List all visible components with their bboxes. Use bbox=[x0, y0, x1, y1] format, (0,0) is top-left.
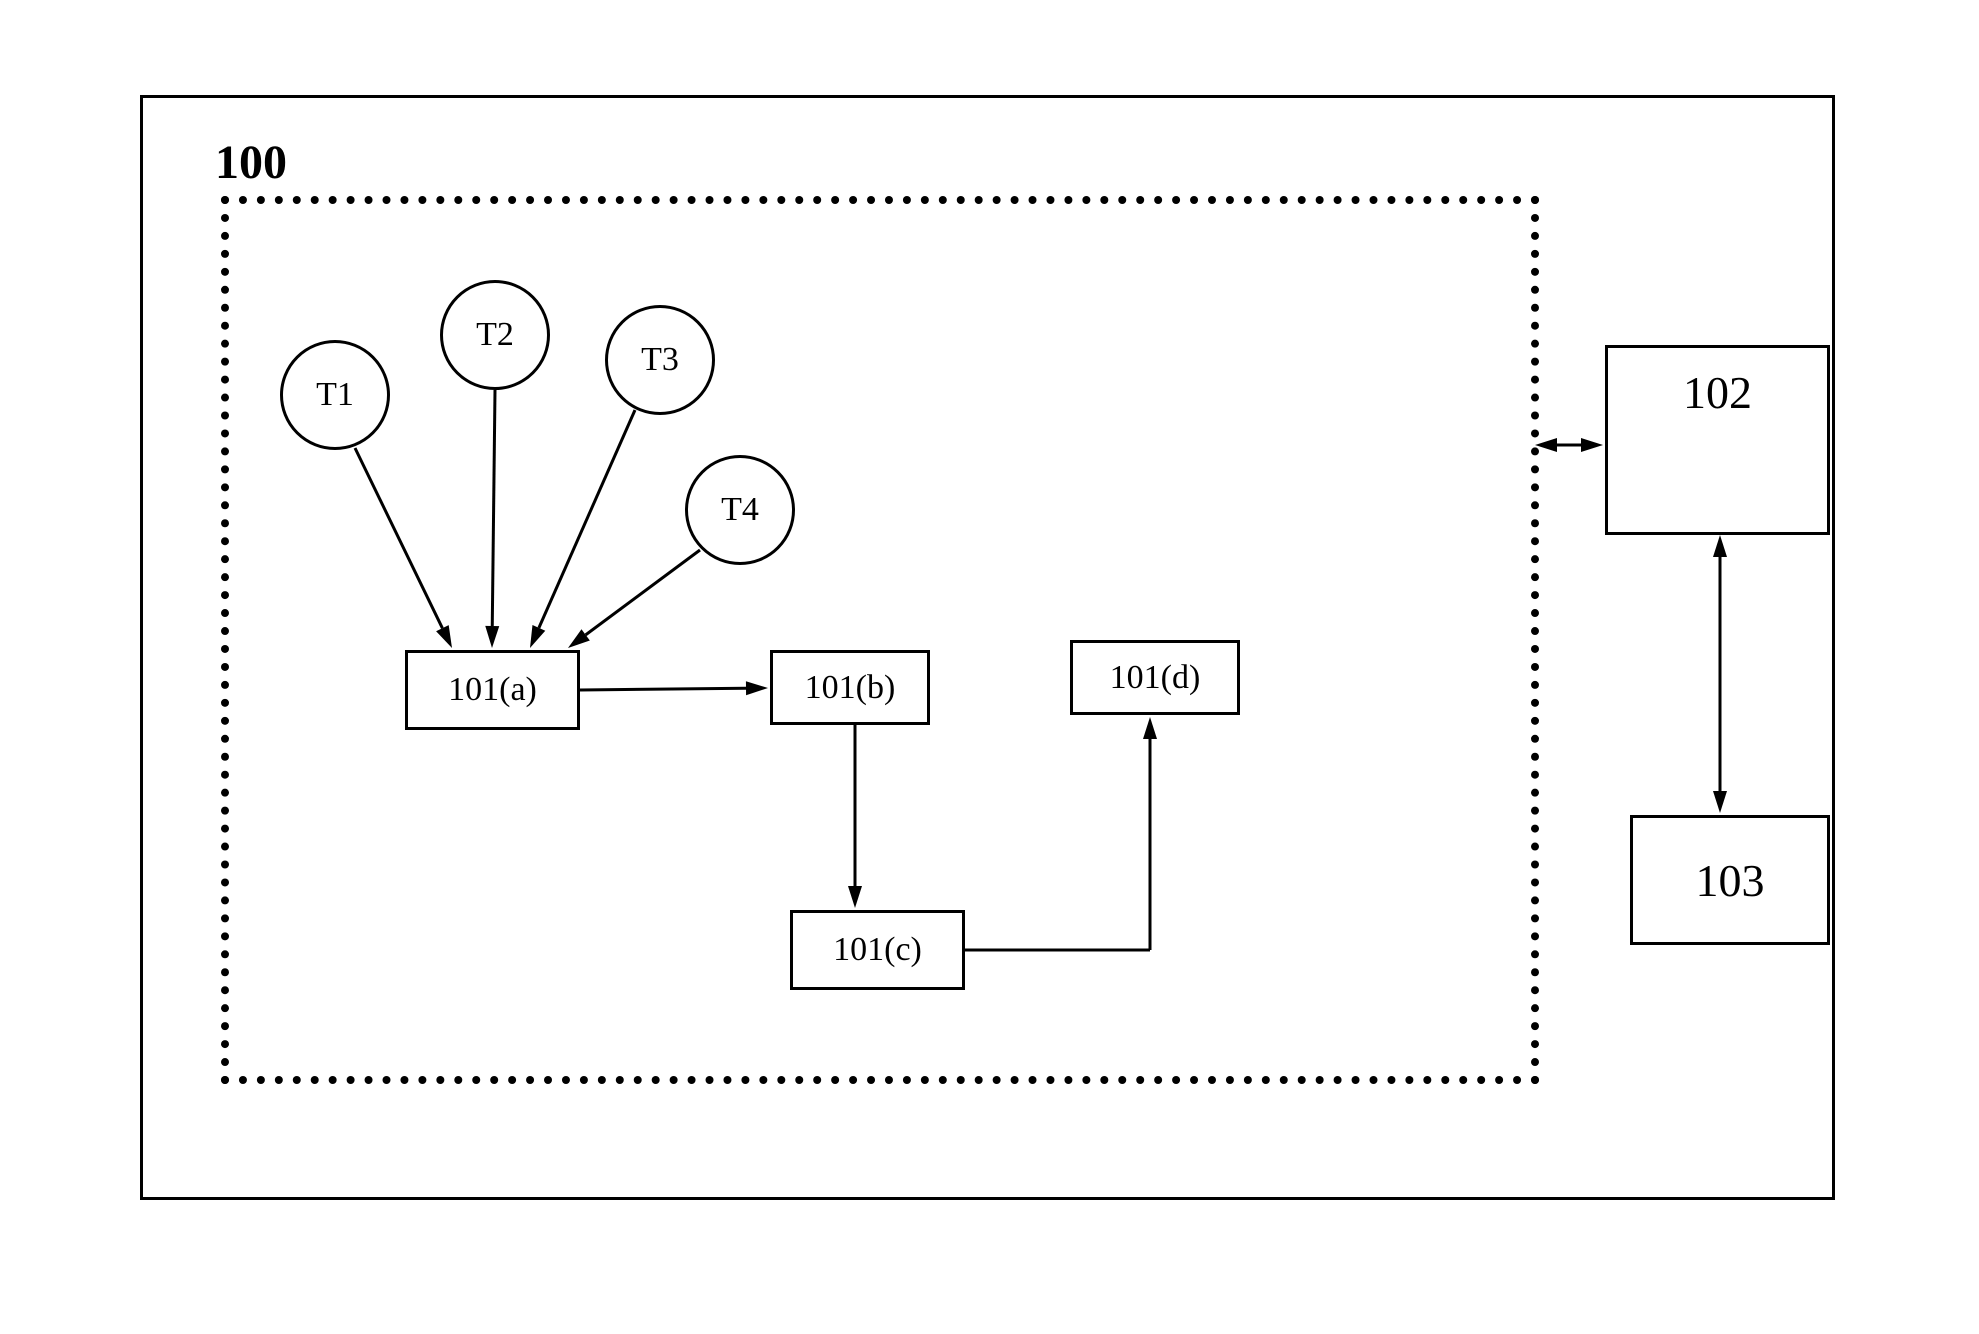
node-t1: T1 bbox=[280, 340, 390, 450]
block-101d-label: 101(d) bbox=[1110, 659, 1201, 697]
node-t2: T2 bbox=[440, 280, 550, 390]
node-t3-label: T3 bbox=[641, 341, 679, 379]
node-t2-label: T2 bbox=[476, 316, 514, 354]
block-102: 102 bbox=[1605, 345, 1830, 535]
system-label-100: 100 bbox=[215, 135, 287, 190]
block-101b-label: 101(b) bbox=[805, 669, 896, 707]
block-102-label: 102 bbox=[1683, 366, 1752, 419]
block-101c: 101(c) bbox=[790, 910, 965, 990]
block-101d: 101(d) bbox=[1070, 640, 1240, 715]
node-t4: T4 bbox=[685, 455, 795, 565]
block-101a: 101(a) bbox=[405, 650, 580, 730]
diagram-canvas: 100 T1 T2 T3 T4 101(a) 101(b) 101(c) 101… bbox=[0, 0, 1979, 1334]
block-101c-label: 101(c) bbox=[833, 931, 922, 969]
node-t1-label: T1 bbox=[316, 376, 354, 414]
node-t3: T3 bbox=[605, 305, 715, 415]
block-101b: 101(b) bbox=[770, 650, 930, 725]
outer-box-100 bbox=[140, 95, 1835, 1200]
block-103: 103 bbox=[1630, 815, 1830, 945]
block-103-label: 103 bbox=[1696, 854, 1765, 907]
block-101a-label: 101(a) bbox=[448, 671, 537, 709]
node-t4-label: T4 bbox=[721, 491, 759, 529]
